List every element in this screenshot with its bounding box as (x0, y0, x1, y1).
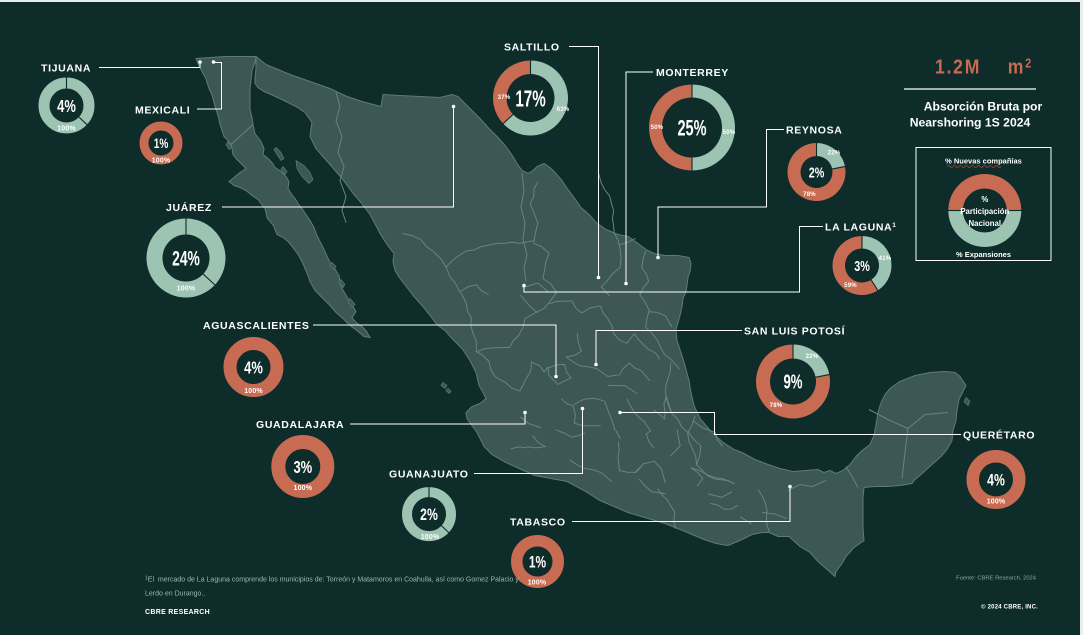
svg-text:4%: 4% (57, 97, 76, 117)
svg-text:QUERÉTARO: QUERÉTARO (963, 428, 1035, 441)
svg-text:1.2M m2: 1.2M m2 (935, 55, 1033, 77)
svg-text:3%: 3% (854, 257, 870, 274)
svg-text:Fuente: CBRE Research, 2024: Fuente: CBRE Research, 2024 (956, 575, 1037, 581)
svg-text:% Expansiones: % Expansiones (956, 250, 1011, 259)
svg-text:1%: 1% (529, 553, 546, 571)
svg-text:78%: 78% (770, 401, 783, 408)
svg-text:AGUASCALIENTES: AGUASCALIENTES (203, 320, 310, 332)
svg-text:100%: 100% (244, 385, 263, 394)
svg-text:JUÁREZ: JUÁREZ (166, 201, 212, 214)
svg-text:REYNOSA: REYNOSA (786, 124, 842, 136)
svg-text:4%: 4% (987, 471, 1005, 489)
svg-text:17%: 17% (515, 86, 545, 112)
svg-text:4%: 4% (244, 358, 263, 378)
svg-text:1%: 1% (154, 135, 169, 151)
svg-text:CBRE RESEARCH: CBRE RESEARCH (145, 609, 210, 616)
svg-text:Lerdo en Durango..: Lerdo en Durango.. (145, 590, 205, 597)
svg-text:41%: 41% (879, 254, 892, 261)
svg-text:100%: 100% (987, 496, 1006, 505)
svg-text:37%: 37% (498, 93, 511, 100)
svg-text:100%: 100% (57, 123, 76, 132)
svg-text:100%: 100% (152, 155, 171, 164)
svg-text:2%: 2% (809, 163, 825, 180)
svg-text:1El mercado de La Laguna comp: 1El mercado de La Laguna comprende los m… (145, 575, 519, 583)
svg-text:22%: 22% (828, 149, 841, 156)
svg-text:100%: 100% (293, 482, 312, 491)
svg-text:24%: 24% (172, 246, 200, 270)
svg-text:50%: 50% (723, 128, 736, 135)
svg-text:100%: 100% (421, 531, 440, 540)
svg-text:Nacional: Nacional (969, 219, 1002, 228)
svg-text:Nearshoring 1S 2024: Nearshoring 1S 2024 (910, 115, 1031, 129)
svg-text:50%: 50% (651, 123, 664, 130)
svg-text:GUANAJUATO: GUANAJUATO (389, 468, 469, 480)
svg-text:22%: 22% (806, 352, 819, 359)
svg-text:100%: 100% (528, 577, 547, 586)
svg-text:SALTILLO: SALTILLO (504, 41, 560, 53)
svg-text:%: % (981, 195, 988, 204)
svg-text:63%: 63% (557, 105, 570, 112)
svg-text:SAN LUIS POTOSÍ: SAN LUIS POTOSÍ (744, 324, 846, 337)
svg-text:2%: 2% (420, 506, 438, 524)
svg-text:TABASCO: TABASCO (510, 516, 566, 528)
svg-text:GUADALAJARA: GUADALAJARA (256, 419, 344, 431)
svg-text:9%: 9% (783, 370, 802, 392)
svg-text:Participación: Participación (960, 207, 1009, 216)
svg-text:100%: 100% (177, 283, 196, 292)
svg-text:© 2024 CBRE, INC.: © 2024 CBRE, INC. (981, 603, 1038, 610)
svg-text:25%: 25% (677, 115, 706, 140)
svg-text:78%: 78% (803, 190, 816, 197)
svg-text:% Nuevas compañías: % Nuevas compañías (945, 156, 1022, 165)
svg-text:3%: 3% (293, 458, 312, 478)
svg-text:TIJUANA: TIJUANA (41, 62, 91, 74)
svg-text:59%: 59% (844, 281, 857, 288)
svg-text:LA LAGUNA1: LA LAGUNA1 (825, 221, 897, 233)
svg-text:MEXICALI: MEXICALI (135, 104, 190, 116)
svg-text:MONTERREY: MONTERREY (656, 67, 729, 79)
svg-text:Absorción Bruta por: Absorción Bruta por (924, 99, 1043, 113)
